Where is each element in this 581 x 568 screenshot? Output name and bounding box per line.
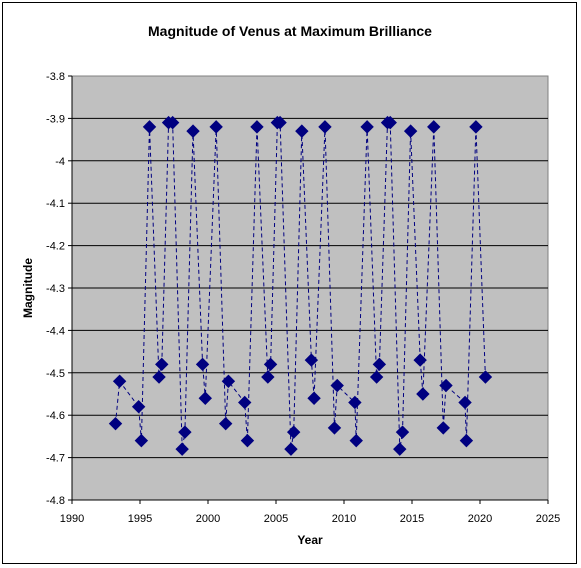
- x-axis-label: Year: [297, 533, 323, 547]
- y-tick-label: -4.6: [46, 410, 65, 422]
- data-point: [327, 421, 342, 435]
- y-axis-label: Magnitude: [21, 258, 35, 318]
- y-tick-label: -4.4: [46, 325, 65, 337]
- data-point: [286, 425, 301, 439]
- data-point: [478, 370, 493, 384]
- x-tick-label: 2020: [468, 513, 492, 525]
- data-point: [131, 400, 146, 414]
- chart-title: Magnitude of Venus at Maximum Brilliance: [148, 23, 432, 39]
- data-point: [439, 378, 453, 393]
- x-tick-label: 2010: [332, 513, 356, 525]
- data-point: [307, 391, 321, 405]
- data-point: [349, 433, 363, 448]
- data-point: [318, 120, 332, 134]
- data-point: [403, 124, 418, 138]
- data-point: [175, 442, 189, 456]
- data-point: [178, 425, 192, 439]
- data-point: [261, 370, 275, 384]
- data-point: [165, 115, 180, 130]
- data-point: [155, 357, 169, 372]
- data-point: [284, 442, 298, 456]
- data-point: [142, 120, 157, 134]
- y-tick-label: -4.8: [46, 495, 65, 507]
- data-point: [152, 370, 166, 384]
- x-tick-label: 2000: [196, 513, 220, 525]
- data-point: [436, 421, 450, 435]
- data-point: [250, 120, 264, 134]
- x-tick-label: 2025: [536, 513, 560, 525]
- data-point: [195, 357, 210, 372]
- data-point: [330, 378, 344, 393]
- data-point: [369, 370, 384, 384]
- data-series: [108, 115, 493, 456]
- data-point: [383, 115, 397, 130]
- data-point: [458, 395, 472, 410]
- y-tick-label: -3.8: [46, 71, 65, 83]
- data-point: [134, 433, 149, 448]
- data-point: [218, 416, 233, 431]
- data-point: [108, 416, 123, 431]
- data-point: [360, 120, 374, 134]
- data-point: [263, 357, 278, 372]
- y-tick-label: -4: [55, 156, 65, 168]
- data-point: [240, 433, 255, 448]
- data-point: [304, 353, 319, 367]
- y-tick-label: -4.2: [46, 241, 65, 253]
- data-point: [469, 120, 483, 134]
- data-point: [221, 374, 236, 388]
- x-tick-label: 1995: [128, 513, 152, 525]
- data-point: [372, 357, 387, 372]
- y-tick-label: -4.3: [46, 283, 65, 295]
- y-tick-label: -4.1: [46, 198, 65, 210]
- x-tick-label: 2015: [400, 513, 424, 525]
- x-tick-label: 1990: [60, 513, 84, 525]
- data-point: [295, 124, 309, 138]
- data-point: [393, 442, 407, 456]
- data-point: [348, 395, 362, 410]
- data-point: [395, 425, 410, 439]
- data-point: [112, 374, 127, 388]
- data-point: [273, 115, 287, 130]
- data-point: [427, 120, 441, 134]
- y-tick-label: -4.5: [46, 368, 65, 380]
- y-tick-label: -3.9: [46, 113, 65, 125]
- x-tick-label: 2005: [264, 513, 288, 525]
- data-point: [238, 395, 252, 410]
- y-tick-label: -4.7: [46, 453, 65, 465]
- data-point: [413, 353, 427, 367]
- data-point: [209, 120, 223, 134]
- data-point: [416, 387, 430, 401]
- gridlines: [72, 117, 548, 459]
- axes: -3.8 -3.9 -4 -4.1 -4.2 -4.3 -4.4 -4.5 -4.6 -4.7 -4…: [46, 71, 560, 525]
- data-point: [459, 433, 474, 448]
- data-point: [198, 391, 212, 405]
- data-point: [186, 124, 200, 138]
